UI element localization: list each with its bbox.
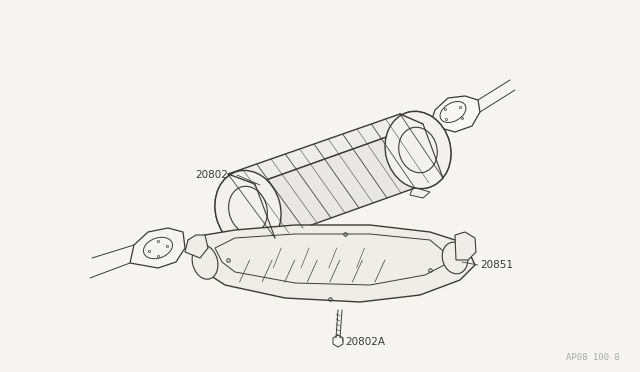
Polygon shape <box>188 225 475 302</box>
Ellipse shape <box>215 170 281 250</box>
Polygon shape <box>333 335 343 347</box>
Polygon shape <box>228 114 423 184</box>
Ellipse shape <box>385 111 451 189</box>
Ellipse shape <box>192 245 218 279</box>
Polygon shape <box>430 96 480 132</box>
Polygon shape <box>185 235 208 258</box>
Text: 20802A: 20802A <box>345 337 385 347</box>
Text: 20802: 20802 <box>195 170 228 180</box>
Ellipse shape <box>385 111 451 189</box>
Ellipse shape <box>442 242 468 274</box>
Polygon shape <box>130 228 185 268</box>
Ellipse shape <box>215 170 281 250</box>
Text: AP08 100 8: AP08 100 8 <box>566 353 620 362</box>
Text: 20851: 20851 <box>480 260 513 270</box>
Polygon shape <box>255 124 443 238</box>
Polygon shape <box>455 232 476 260</box>
Polygon shape <box>236 248 258 258</box>
Polygon shape <box>410 187 430 198</box>
